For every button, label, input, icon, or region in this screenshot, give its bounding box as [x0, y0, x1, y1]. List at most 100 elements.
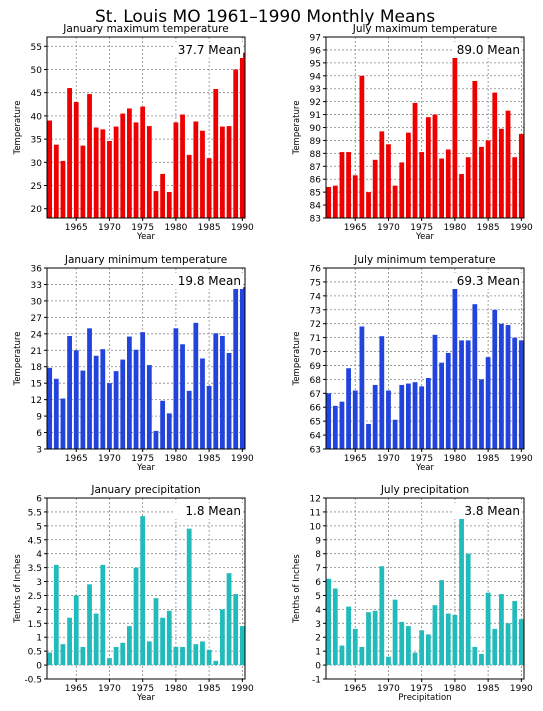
bar: [386, 390, 391, 449]
y-tick-label: 6: [36, 429, 42, 439]
bar: [332, 405, 338, 449]
bar: [53, 144, 59, 218]
bar: [352, 175, 358, 218]
y-tick-label: 18: [31, 363, 43, 373]
bar: [206, 158, 212, 218]
bar: [100, 129, 106, 218]
y-tick-label: 12: [31, 396, 42, 406]
bar: [386, 144, 391, 218]
bar: [233, 69, 239, 218]
y-tick-label: 15: [31, 380, 42, 390]
bar: [53, 564, 59, 666]
bar: [379, 131, 385, 218]
bar: [419, 630, 425, 666]
bar: [485, 140, 491, 218]
bar: [73, 350, 79, 449]
bar: [47, 120, 53, 218]
bar: [239, 52, 245, 219]
y-tick-label: 84: [310, 202, 322, 212]
bar: [472, 80, 478, 218]
bar: [366, 192, 371, 218]
bar: [332, 185, 338, 218]
bar: [386, 656, 391, 666]
bar: [220, 609, 225, 666]
y-tick-label: 4.5: [28, 536, 42, 546]
y-tick-label: 94: [310, 72, 322, 82]
bar: [200, 358, 205, 449]
y-tick-label: 21: [31, 347, 42, 357]
bar: [425, 634, 431, 666]
y-tick-label: 24: [31, 330, 43, 340]
x-tick-label: 1975: [131, 684, 154, 694]
y-tick-label: 45: [31, 89, 42, 99]
mean-label: 37.7 Mean: [178, 43, 241, 57]
x-tick-label: 1965: [344, 684, 367, 694]
y-tick-label: 70: [310, 348, 322, 358]
plot-frame: [325, 267, 525, 450]
y-tick-label: 0: [36, 662, 42, 672]
x-tick-label: 1980: [443, 684, 466, 694]
x-tick-label: 1985: [477, 223, 500, 233]
bar: [379, 566, 385, 666]
bar: [206, 649, 212, 666]
y-tick-label: 36: [31, 265, 43, 275]
bar: [346, 152, 351, 218]
bar: [47, 367, 53, 449]
y-tick-label: 88: [310, 150, 322, 160]
bar: [412, 652, 418, 666]
plot-frame: [325, 497, 525, 680]
bar: [140, 516, 146, 666]
bar: [113, 371, 119, 449]
y-tick-label: 97: [310, 34, 321, 44]
bar: [359, 75, 365, 219]
bar: [153, 430, 159, 449]
bar: [332, 588, 338, 666]
bar: [452, 57, 458, 218]
y-axis-label: Temperature: [13, 101, 23, 156]
mean-label: 19.8 Mean: [178, 274, 241, 288]
bar: [80, 646, 86, 666]
y-tick-label: 74: [310, 292, 322, 302]
x-tick-label: 1990: [231, 454, 254, 464]
y-tick-label: 64: [310, 432, 322, 442]
mean-label: 69.3 Mean: [457, 274, 520, 288]
bar: [492, 628, 498, 666]
bar: [87, 94, 92, 218]
y-tick-label: 55: [31, 43, 42, 53]
bar: [372, 384, 378, 449]
y-tick-label: 65: [310, 418, 321, 428]
x-tick-label: 1965: [344, 223, 367, 233]
y-tick-label: 87: [310, 163, 321, 173]
y-tick-label: -1: [312, 676, 321, 686]
x-tick-label: 1990: [510, 223, 533, 233]
bar: [160, 173, 166, 218]
bar: [146, 641, 152, 666]
x-tick-label: 1975: [131, 454, 154, 464]
x-tick-label: 1990: [231, 684, 254, 694]
mean-label-box: [452, 273, 522, 289]
bar: [518, 340, 524, 449]
bar: [60, 398, 66, 449]
bar: [226, 126, 232, 218]
y-tick-label: 5: [36, 522, 42, 532]
y-tick-label: 6: [315, 578, 321, 588]
y-tick-label: 9: [36, 413, 42, 423]
bar: [492, 92, 498, 218]
y-tick-label: 86: [310, 176, 322, 186]
bar: [226, 573, 232, 666]
bar: [200, 641, 205, 666]
y-axis-label: Temperature: [292, 101, 302, 156]
x-axis-label: Year: [136, 463, 156, 473]
x-tick-label: 1975: [131, 223, 154, 233]
bar: [186, 154, 192, 218]
x-tick-label: 1970: [377, 223, 400, 233]
x-tick-label: 1970: [98, 684, 121, 694]
bar: [499, 323, 504, 449]
y-tick-label: 25: [31, 182, 42, 192]
y-tick-label: 12: [310, 495, 321, 505]
x-axis-label: Precipitation: [398, 693, 451, 703]
y-tick-label: 3.5: [28, 564, 42, 574]
y-tick-label: 96: [310, 46, 322, 56]
